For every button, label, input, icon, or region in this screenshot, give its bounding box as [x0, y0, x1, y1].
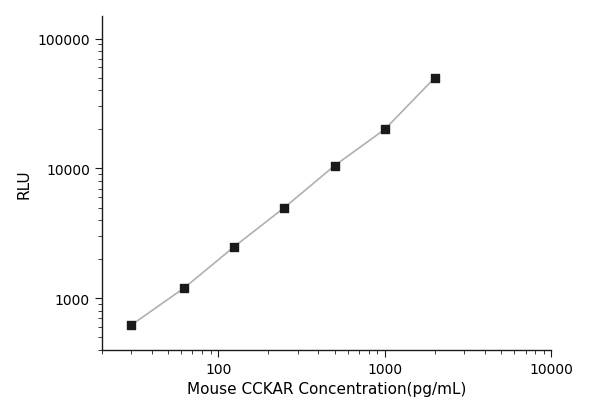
Point: [330, 163, 339, 170]
Y-axis label: RLU: RLU: [17, 169, 32, 198]
Point: [380, 127, 389, 133]
Point: [430, 75, 440, 82]
X-axis label: Mouse CCKAR Concentration(pg/mL): Mouse CCKAR Concentration(pg/mL): [187, 382, 466, 396]
Point: [280, 205, 289, 211]
Point: [230, 244, 239, 250]
Point: [179, 285, 189, 292]
Point: [126, 322, 136, 329]
